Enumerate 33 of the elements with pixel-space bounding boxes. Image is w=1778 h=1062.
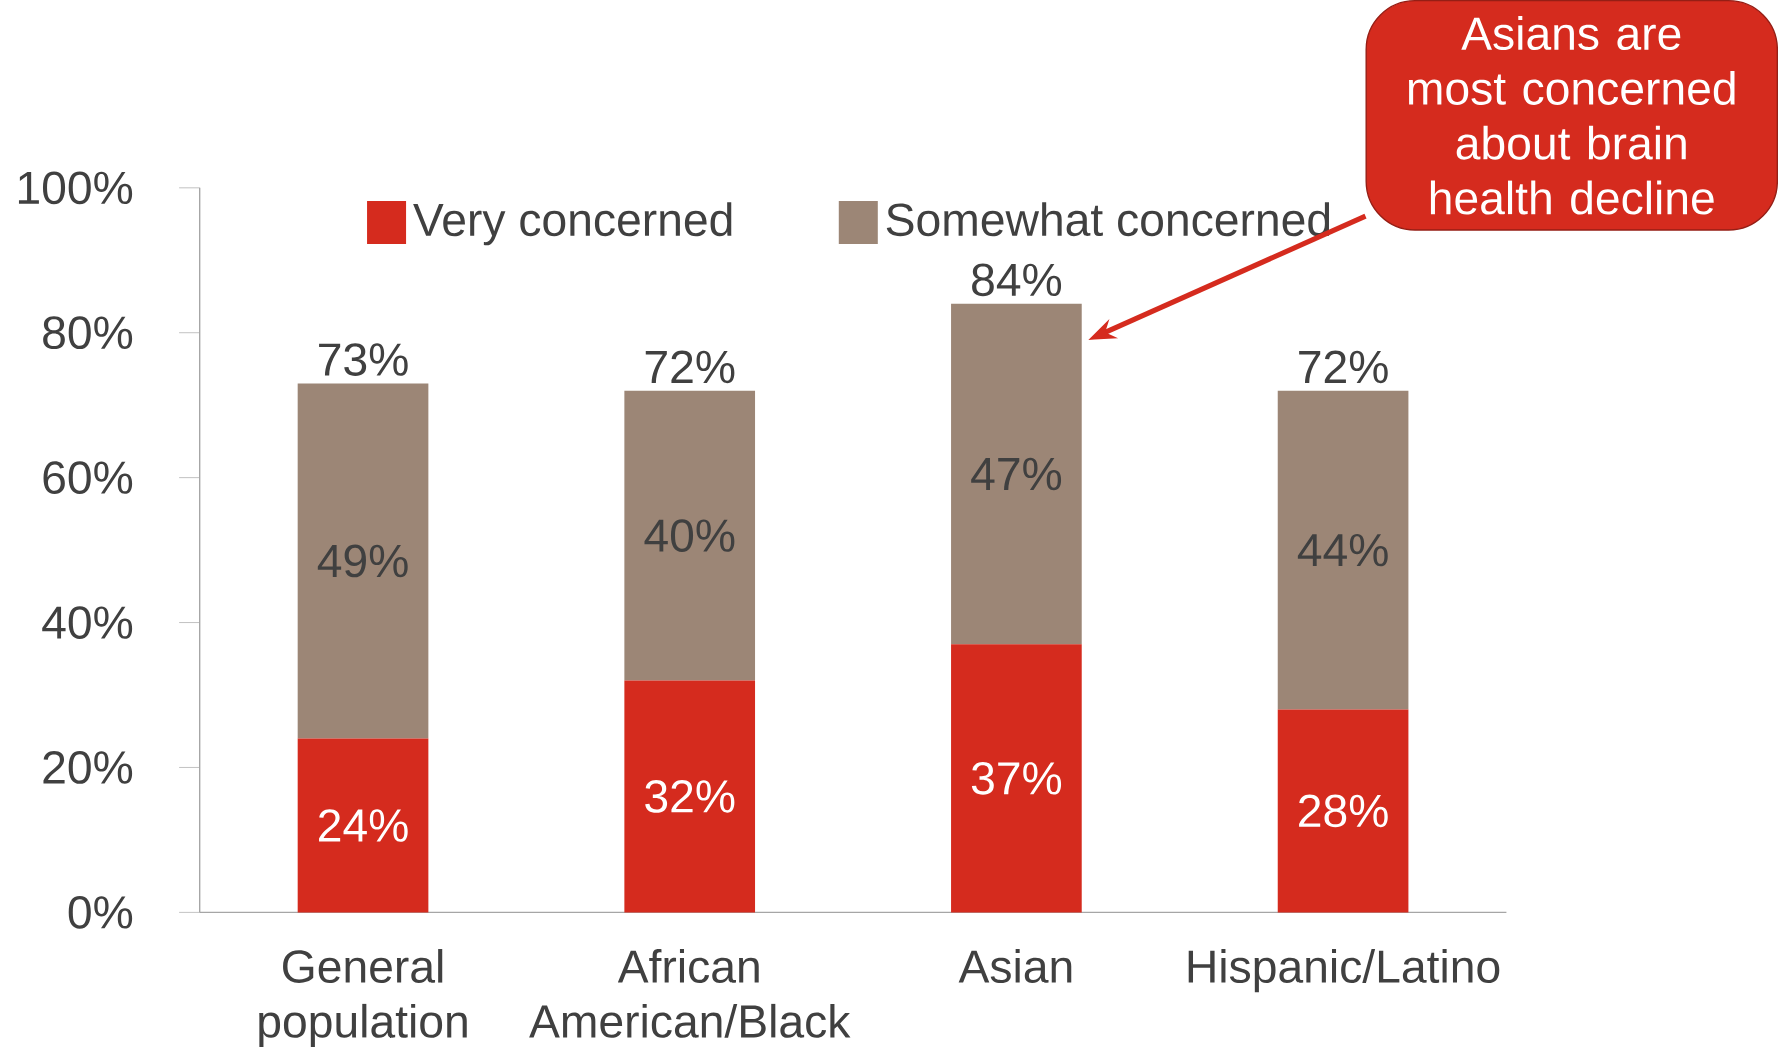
data-label: 32% (645, 779, 735, 813)
bar (951, 644, 1082, 913)
x-tick-label: African American/Black (529, 948, 851, 1038)
total-label: 84% (972, 263, 1062, 296)
y-tick-label: 40% (42, 605, 133, 639)
total-label: 72% (645, 350, 735, 383)
bar (624, 680, 756, 913)
bar (297, 738, 429, 913)
annotation: Asians are most concerned about brain health decline (1408, 15, 1735, 215)
data-label: 44% (1297, 533, 1388, 567)
y-tick-label: 20% (43, 750, 133, 784)
total-label: 72% (1299, 350, 1388, 383)
bar (297, 383, 429, 739)
legend-label: Somewhat concerned (886, 201, 1330, 236)
data-label: 28% (1299, 794, 1388, 828)
data-label: 47% (971, 457, 1062, 490)
y-tick-label: 60% (43, 461, 133, 494)
data-label: 40% (644, 519, 735, 552)
bar (1277, 709, 1409, 913)
data-label: 24% (319, 808, 408, 842)
x-tick-label: Hispanic/Latino (1188, 948, 1500, 992)
legend-label: Very concerned (413, 201, 732, 246)
y-tick-label: 80% (43, 316, 133, 349)
data-label: 37% (971, 761, 1062, 795)
bar (951, 303, 1082, 645)
bar (1277, 390, 1409, 710)
x-tick-label: Asian (958, 948, 1072, 983)
data-label: 49% (317, 544, 408, 578)
y-tick-label: 100% (18, 171, 133, 204)
x-tick-label: General population (259, 948, 467, 1047)
total-label: 73% (319, 342, 408, 376)
bar (624, 390, 756, 681)
y-tick-label: 0% (68, 895, 133, 929)
